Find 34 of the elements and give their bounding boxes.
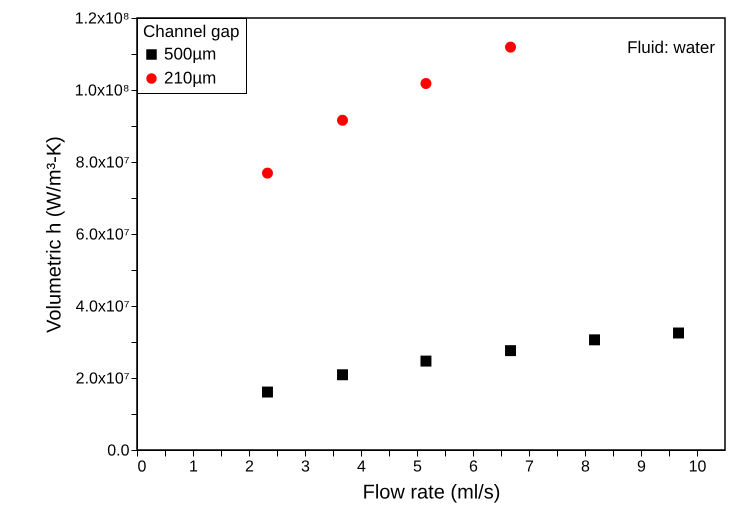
x-tick-label: 3 — [301, 458, 310, 476]
x-tick-label: 8 — [581, 458, 590, 476]
y-tick-label: 6.0x10⁷ — [76, 226, 130, 244]
point — [337, 114, 348, 126]
x-tick-label: 2 — [245, 458, 254, 476]
point — [505, 42, 516, 53]
x-tick-label: 7 — [525, 458, 534, 476]
y-tick-label: 1.2x10⁸ — [74, 10, 130, 28]
point — [262, 386, 273, 398]
point — [505, 345, 516, 356]
point — [673, 328, 684, 338]
x-tick-label: 6 — [469, 458, 478, 476]
point — [337, 369, 348, 380]
y-tick-label: 0.0 — [107, 442, 130, 460]
y-tick-label: 4.0x10⁷ — [76, 298, 130, 316]
x-tick-label: 1 — [189, 458, 198, 476]
x-tick-label: 5 — [413, 458, 422, 476]
point — [262, 168, 273, 179]
point — [420, 356, 432, 367]
x-tick-label: 10 — [688, 458, 706, 476]
legend-title: Channel gap — [143, 22, 240, 41]
y-tick-label: 8.0x10⁷ — [76, 154, 130, 172]
legend-label: 500µm — [164, 44, 216, 64]
x-tick-label: 0 — [138, 458, 146, 476]
y-axis-title: Volumetric h (W/m³-K) — [44, 136, 66, 333]
y-tick-label: 1.0x10⁸ — [74, 82, 130, 100]
point — [420, 78, 432, 89]
point — [589, 334, 600, 346]
legend-label: 210µm — [164, 68, 216, 88]
x-axis-title: Flow rate (ml/s) — [362, 482, 500, 504]
y-tick-label: 2.0x10⁷ — [76, 370, 130, 388]
annotation: Fluid: water — [627, 38, 716, 57]
x-tick-label: 4 — [357, 458, 366, 476]
x-tick-label: 9 — [637, 458, 646, 476]
